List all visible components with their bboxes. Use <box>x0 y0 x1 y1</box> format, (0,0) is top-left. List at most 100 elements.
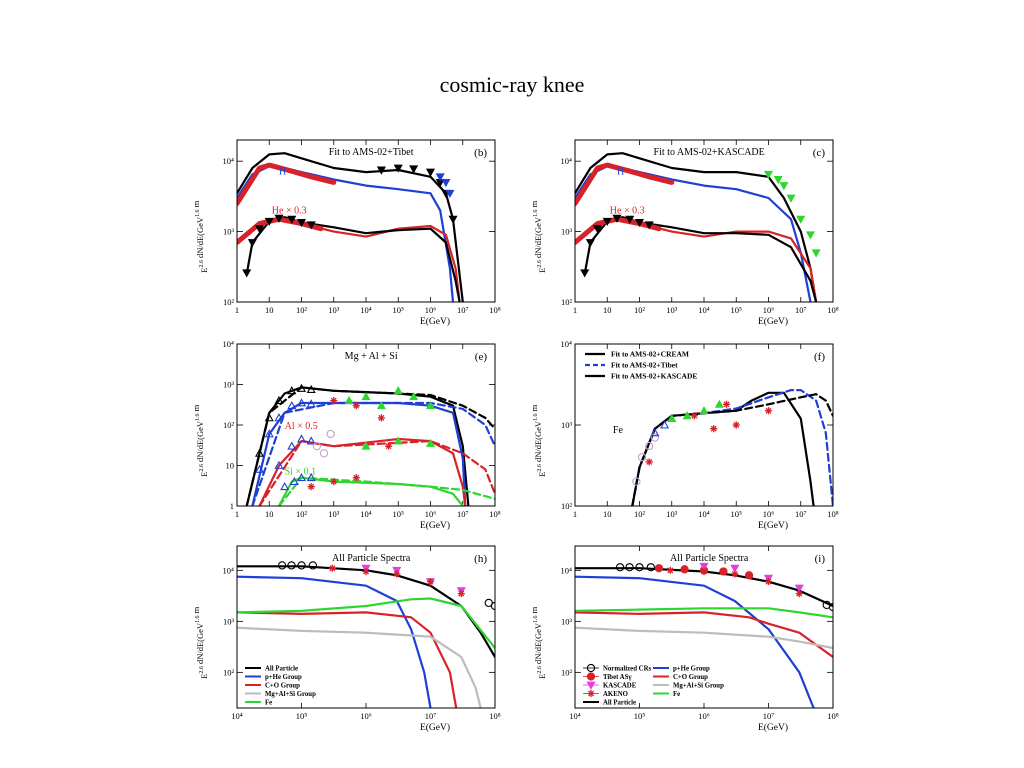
data-marker <box>586 663 596 673</box>
x-tick-label: 10² <box>296 305 308 315</box>
data-marker <box>666 566 674 574</box>
y-tick-label: 10⁴ <box>223 156 235 166</box>
data-marker <box>255 464 265 473</box>
data-marker <box>330 397 338 405</box>
y-tick-label: 10² <box>223 667 235 677</box>
legend-label: All Particle <box>603 700 636 707</box>
chart-panel-h: E2.6 dN/dE(GeV1.6 m-2 s-1 sr-1) 10⁴ 10⁵ 10⁶… <box>195 545 501 733</box>
x-tick-label: 10⁷ <box>425 711 437 721</box>
data-marker <box>645 458 653 466</box>
data-marker <box>296 383 307 392</box>
data-marker <box>680 565 689 574</box>
data-marker <box>719 567 728 576</box>
data-marker <box>699 406 709 415</box>
data-marker <box>811 249 821 258</box>
x-axis-label: E(GeV) <box>420 316 450 327</box>
x-tick-label: 10⁵ <box>393 509 405 519</box>
x-tick-label: 10² <box>634 305 646 315</box>
data-marker <box>274 214 284 223</box>
series-line <box>575 611 833 659</box>
data-marker <box>326 429 335 439</box>
data-marker <box>361 441 371 450</box>
y-axis-label: E2.6 dN/dE(GeV1.6 m-2 s-1 sr-1) <box>533 373 547 477</box>
x-tick-label: 10⁶ <box>360 711 372 721</box>
legend-label: All Particle <box>265 666 298 673</box>
data-marker <box>297 561 306 570</box>
data-marker <box>352 402 360 410</box>
data-marker <box>625 563 634 572</box>
data-marker <box>277 561 287 570</box>
x-tick-label: 10⁵ <box>393 305 405 315</box>
data-marker <box>773 176 783 185</box>
series-line <box>575 607 833 619</box>
chart-panel-c: E2.6 dN/dE(GeV1.6 m-2 s-1 sr-1) 1 10 10² 10³… <box>533 139 839 327</box>
data-marker <box>644 221 654 230</box>
data-marker <box>255 448 265 457</box>
legend-label: Mg+Al+Si Group <box>265 691 316 698</box>
x-tick-label: 10⁸ <box>489 711 501 721</box>
x-axis-label: E(GeV) <box>758 316 788 327</box>
legend-label: Mg+Al+Si Group <box>673 683 724 690</box>
data-marker <box>699 562 709 572</box>
data-marker <box>714 399 724 408</box>
y-tick-label: 10⁴ <box>561 565 573 575</box>
x-tick-label: 10⁵ <box>731 305 743 315</box>
legend-label: AKENO <box>603 691 628 698</box>
y-tick-label: 10⁴ <box>223 339 235 349</box>
data-marker <box>700 567 708 576</box>
data-marker <box>796 215 806 224</box>
chart-title: Fit to AMS-02+KASCADE <box>654 147 765 158</box>
data-marker <box>457 589 465 598</box>
x-tick-label: 10⁵ <box>731 509 743 519</box>
annotation: Fe <box>613 425 624 436</box>
plot-area <box>575 562 833 708</box>
data-marker <box>744 571 754 580</box>
plot-area <box>237 561 495 708</box>
x-tick-label: 10⁸ <box>827 711 839 721</box>
series-line <box>237 152 464 302</box>
chart-title: All Particle Spectra <box>332 553 411 564</box>
x-tick-label: 10⁷ <box>763 711 775 721</box>
data-marker <box>409 165 419 174</box>
data-marker <box>376 400 386 410</box>
plot-frame <box>574 139 834 303</box>
x-tick-label: 10⁵ <box>634 711 646 721</box>
series-line <box>631 388 833 506</box>
series-line <box>237 611 458 708</box>
data-marker <box>425 438 436 447</box>
x-tick-label: 10⁶ <box>425 509 437 519</box>
data-marker <box>650 428 660 437</box>
data-marker <box>306 436 316 445</box>
data-marker <box>441 178 451 188</box>
data-marker <box>308 561 318 570</box>
y-axis-label: E2.6 dN/dE(GeV1.6 m-2 s-1 sr-1) <box>195 169 209 273</box>
data-marker <box>795 589 803 598</box>
plot-frame <box>574 545 834 709</box>
legend-label: C+O Group <box>265 683 300 690</box>
series-line <box>575 162 675 207</box>
panel-label: (h) <box>474 553 487 565</box>
legend-label: C+O Group <box>673 674 708 681</box>
data-marker <box>612 214 622 223</box>
x-tick-label: 10 <box>265 509 274 519</box>
data-marker <box>393 164 403 173</box>
annotation: He × 0.3 <box>272 206 307 217</box>
x-tick-label: 10⁶ <box>763 509 775 519</box>
y-tick-label: 10³ <box>561 420 573 430</box>
x-tick-label: 10⁸ <box>827 509 839 519</box>
data-marker <box>779 182 789 191</box>
x-tick-label: 1 <box>235 305 239 315</box>
series-line <box>575 575 815 708</box>
x-axis-label: E(GeV) <box>420 520 450 531</box>
x-tick-label: 10⁴ <box>360 509 372 519</box>
y-tick-label: 10² <box>223 420 235 430</box>
plot-area <box>575 152 821 302</box>
y-tick-label: 10⁴ <box>561 156 573 166</box>
panel-label: (e) <box>475 351 488 363</box>
y-tick-label: 10² <box>561 297 573 307</box>
data-marker <box>362 567 370 576</box>
x-tick-label: 10² <box>296 509 308 519</box>
data-marker <box>585 239 595 248</box>
x-tick-label: 10 <box>603 305 612 315</box>
data-marker <box>580 269 590 278</box>
